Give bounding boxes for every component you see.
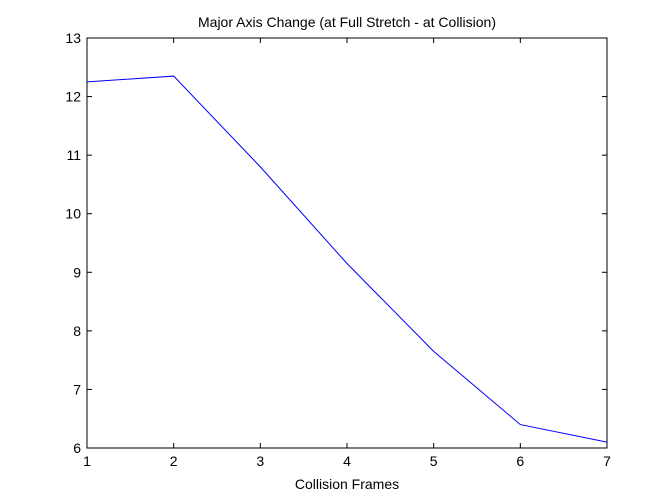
x-axis-label: Collision Frames [295, 476, 399, 492]
x-tick-label: 5 [430, 453, 438, 469]
y-tick-label: 8 [73, 323, 81, 339]
y-tick-label: 13 [65, 30, 81, 46]
chart-title: Major Axis Change (at Full Stretch - at … [198, 14, 496, 30]
y-tick-label: 6 [73, 440, 81, 456]
y-tick-label: 12 [65, 89, 81, 105]
y-tick-label: 7 [73, 381, 81, 397]
x-tick-label: 6 [516, 453, 524, 469]
x-tick-label: 3 [256, 453, 264, 469]
x-tick-label: 7 [603, 453, 611, 469]
y-tick-label: 9 [73, 264, 81, 280]
x-tick-label: 1 [83, 453, 91, 469]
y-tick-label: 11 [66, 147, 81, 163]
series-line [86, 75, 608, 443]
y-tick-label: 10 [65, 206, 81, 222]
x-tick-label: 2 [170, 453, 178, 469]
x-tick-label: 4 [343, 453, 351, 469]
